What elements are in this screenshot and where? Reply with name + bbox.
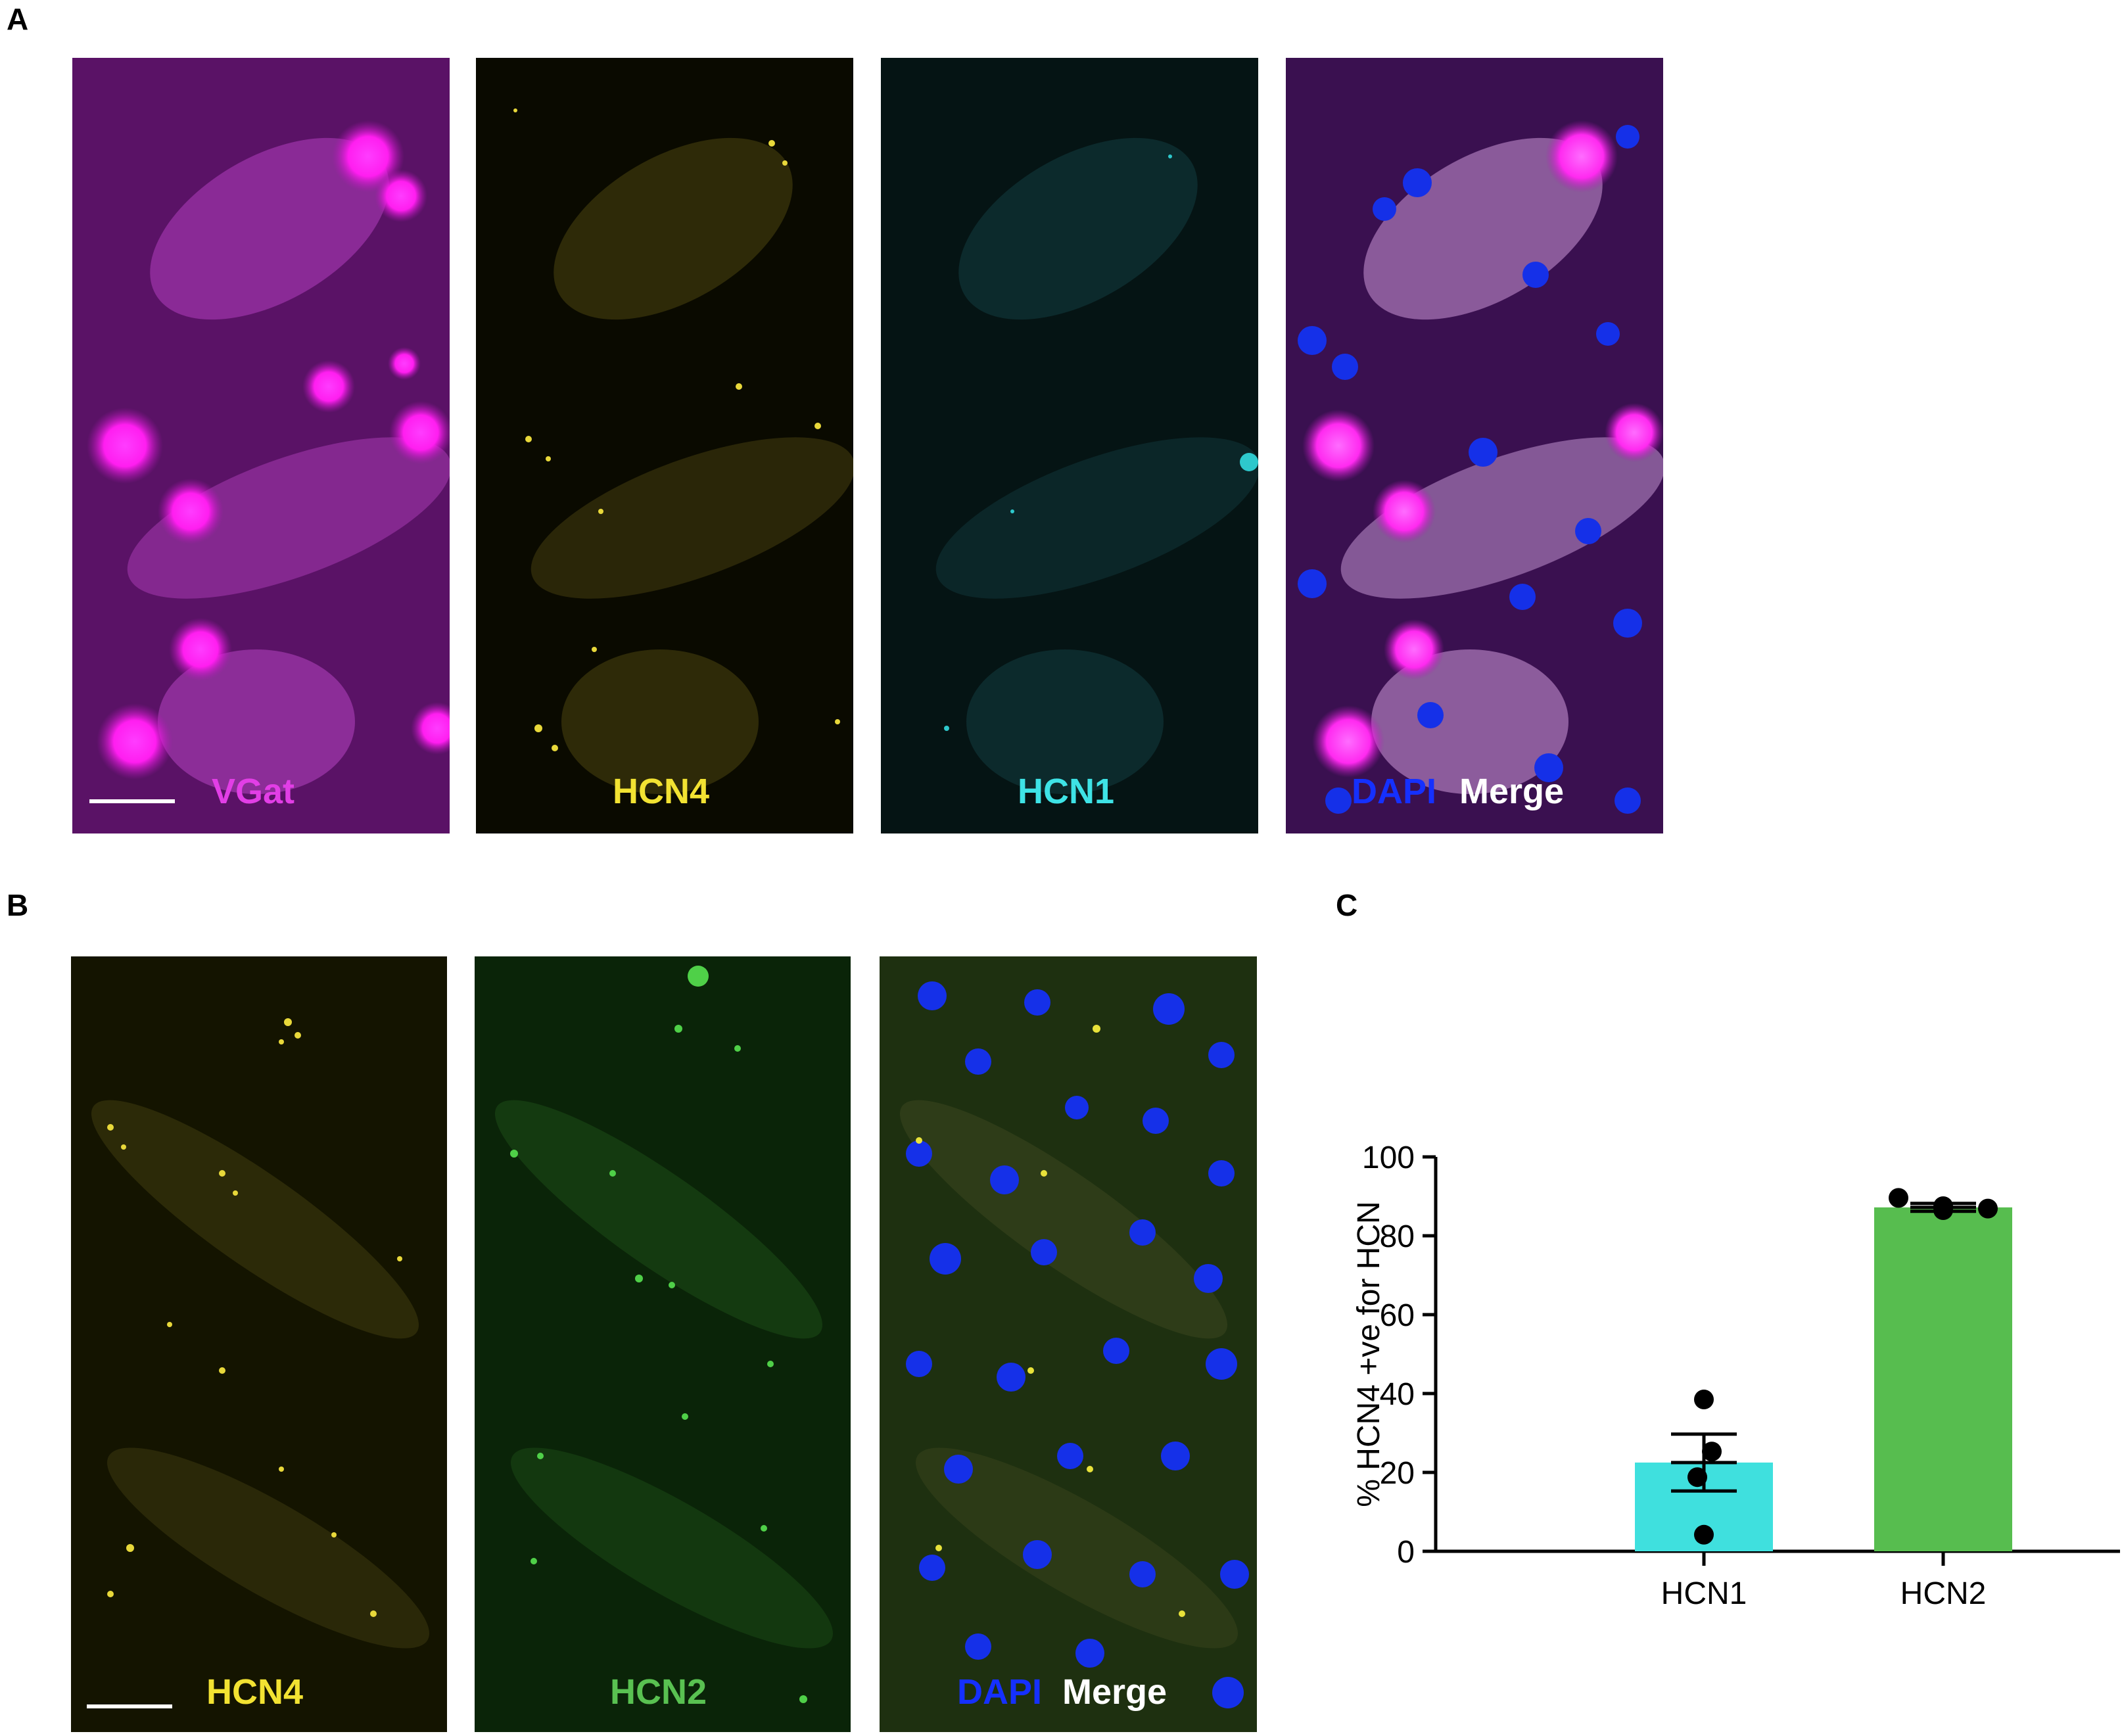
micrograph-hcn4: HCN4: [476, 58, 853, 833]
y-tick-label: 100: [1362, 1140, 1415, 1175]
panel-label-c: C: [1336, 888, 1358, 922]
micrograph-hcn1-image: [881, 58, 1258, 833]
y-tick-label: 0: [1397, 1535, 1415, 1570]
label-hcn2: HCN2: [610, 1672, 707, 1712]
micrograph-merge-a: DAPI Merge: [1286, 58, 1663, 833]
chart-labels: 0 20 40 60 80 100 % HCN4 +ve for HCN HCN1 HCN2: [1352, 1140, 1986, 1611]
panel-label-a: A: [7, 2, 29, 36]
chart-points: [1687, 1188, 1998, 1545]
micrograph-hcn4-b: HCN4: [71, 956, 447, 1732]
micrograph-merge-b-image: [880, 956, 1257, 1732]
micrograph-merge-b: DAPI Merge: [880, 956, 1257, 1732]
data-point: [1694, 1390, 1714, 1409]
data-point: [1702, 1442, 1722, 1462]
scale-bar-b: [87, 1704, 172, 1708]
label-dapi-b: DAPI: [957, 1672, 1043, 1712]
data-point: [1889, 1188, 1908, 1208]
y-tick-label: 60: [1380, 1298, 1415, 1333]
micrograph-hcn1: HCN1: [881, 58, 1258, 833]
x-tick-label: HCN2: [1900, 1576, 1987, 1611]
y-tick-label: 20: [1380, 1456, 1415, 1491]
y-tick-label: 40: [1380, 1377, 1415, 1412]
micrograph-hcn2-image: [475, 956, 851, 1732]
label-vgat: VGat: [212, 772, 295, 811]
data-point: [1694, 1524, 1714, 1545]
data-point: [1933, 1200, 1953, 1220]
panel-label-b: B: [7, 888, 29, 922]
label-merge-b: Merge: [1062, 1672, 1167, 1712]
label-hcn4-b: HCN4: [206, 1672, 304, 1712]
micrograph-hcn2: HCN2: [475, 956, 851, 1732]
micrograph-vgat-image: [72, 58, 450, 833]
label-dapi-a: DAPI: [1352, 772, 1437, 811]
label-hcn1: HCN1: [1018, 772, 1115, 811]
label-hcn4-a: HCN4: [613, 772, 710, 811]
micrograph-hcn4-image: [476, 58, 853, 833]
x-tick-label: HCN1: [1661, 1576, 1747, 1611]
label-merge-a: Merge: [1459, 772, 1565, 811]
scale-bar: [89, 799, 175, 803]
micrograph-vgat: VGat: [72, 58, 450, 833]
data-point: [1978, 1198, 1998, 1219]
y-tick-label: 80: [1380, 1219, 1415, 1254]
micrograph-hcn4-b-image: [71, 956, 447, 1732]
data-point: [1687, 1467, 1707, 1488]
micrograph-merge-a-image: [1286, 58, 1663, 833]
bar-chart: 0 20 40 60 80 100 % HCN4 +ve for HCN HCN1 HCN2: [1352, 1140, 2120, 1611]
bar-hcn2: [1874, 1207, 2012, 1551]
y-axis-label: % HCN4 +ve for HCN: [1352, 1201, 1386, 1507]
chart-bars: [1635, 1207, 2012, 1551]
